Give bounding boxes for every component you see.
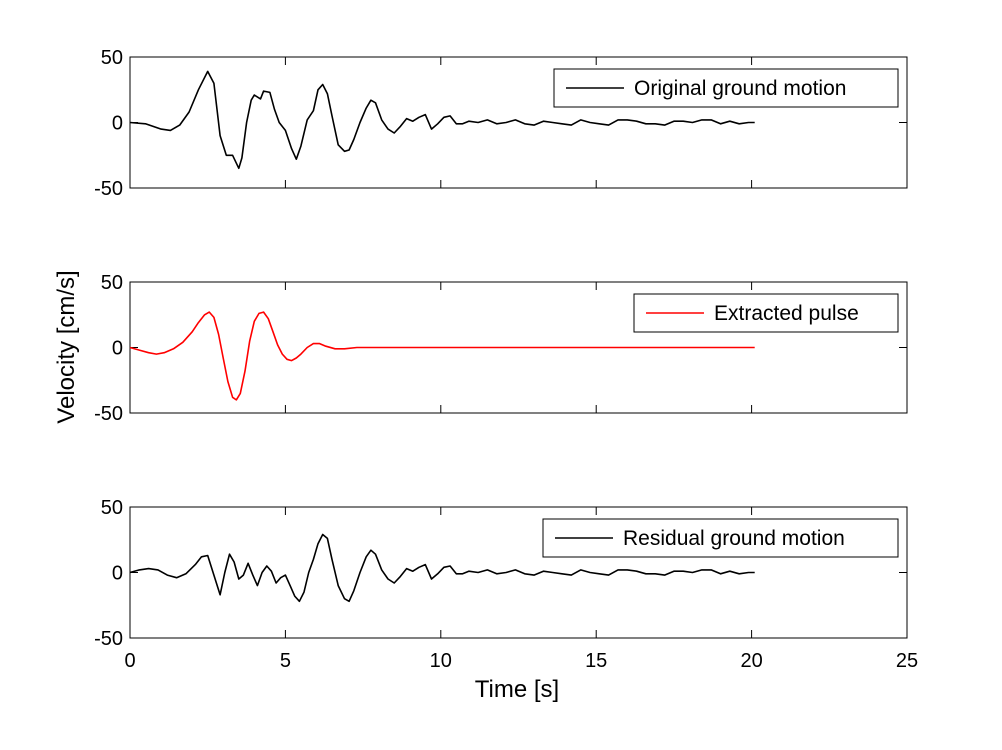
x-tick-label: 15 [585,650,607,672]
x-tick-label: 5 [280,650,291,672]
legend: Extracted pulse [633,293,899,333]
legend-label: Residual ground motion [623,527,845,550]
legend: Residual ground motion [542,518,899,558]
series-line [129,533,755,603]
y-tick-label: -50 [94,403,123,425]
y-tick-label: 50 [101,272,123,294]
legend-label: Extracted pulse [714,302,859,325]
series-line [129,70,755,170]
x-tick-label: 20 [740,650,762,672]
legend-label: Original ground motion [634,77,846,100]
y-tick-label: -50 [94,628,123,650]
y-axis-label: Velocity [cm/s] [53,270,80,423]
panel-2: 50 0 -50 Extracted pulse [94,272,908,425]
x-axis-label: Time [s] [475,676,559,703]
y-tick-label: -50 [94,178,123,200]
series-line [129,311,755,401]
y-tick-label: 0 [112,563,123,585]
x-tick-label: 0 [124,650,135,672]
legend: Original ground motion [553,68,899,108]
y-tick-label: 50 [101,47,123,69]
y-tick-label: 0 [112,338,123,360]
x-tick-label: 25 [896,650,918,672]
y-tick-label: 50 [101,497,123,519]
panel-1: 50 0 -50 Original ground motion [94,47,908,200]
x-tick-label: 10 [430,650,452,672]
y-tick-label: 0 [112,113,123,135]
